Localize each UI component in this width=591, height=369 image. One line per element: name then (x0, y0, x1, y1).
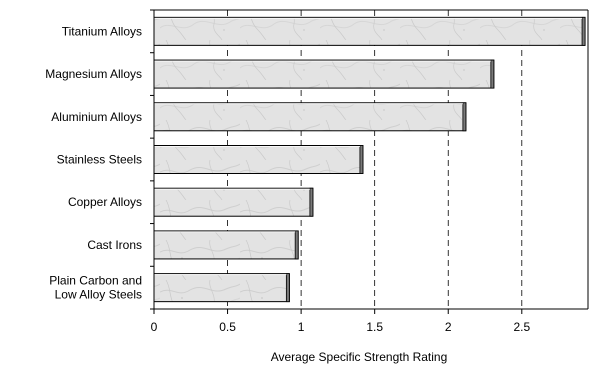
bar-shadow (581, 16, 586, 46)
bar-body (153, 273, 290, 303)
bar-body (153, 16, 586, 46)
x-tick-label: 2.5 (513, 320, 530, 334)
labels: 0 0.5 1 1.5 2 2.5 Titanium Alloys Magnesium All… (45, 24, 530, 364)
axes (150, 9, 588, 314)
bar-body (153, 145, 364, 174)
bar-4 (153, 187, 314, 217)
category-label-line: Plain Carbon and (49, 274, 142, 288)
bar-shadow (490, 59, 495, 89)
bar-body (153, 59, 495, 89)
bar-shadow (285, 273, 290, 303)
bar-shadow (309, 187, 314, 217)
bar-shadow (462, 102, 467, 132)
bar-body (153, 187, 314, 217)
plot-area (154, 9, 589, 309)
x-tick-label: 1.5 (366, 320, 383, 334)
bar-body (153, 102, 467, 132)
bar-3 (153, 145, 364, 174)
x-tick-label: 1 (298, 320, 305, 334)
bar-0 (153, 16, 586, 46)
x-tick-label: 0.5 (219, 320, 236, 334)
category-label-line: Low Alloy Steels (55, 288, 142, 302)
bar-2 (153, 102, 467, 132)
category-label: Aluminium Alloys (51, 110, 142, 124)
category-label: Cast Irons (87, 238, 142, 252)
category-label: Magnesium Alloys (45, 67, 142, 81)
x-tick-label: 2 (445, 320, 452, 334)
bar-5 (153, 230, 299, 260)
bar-shadow (294, 230, 299, 260)
x-tick-label: 0 (151, 320, 158, 334)
category-label: Copper Alloys (68, 195, 142, 209)
bar-body (153, 230, 299, 260)
x-axis-label: Average Specific Strength Rating (271, 350, 448, 364)
bars (153, 16, 586, 303)
category-label: Plain Carbon and Low Alloy Steels (49, 274, 142, 302)
category-label: Titanium Alloys (62, 24, 142, 38)
category-label: Stainless Steels (57, 153, 142, 167)
bar-shadow (359, 145, 364, 174)
bar-6 (153, 273, 290, 303)
bar-1 (153, 59, 495, 89)
